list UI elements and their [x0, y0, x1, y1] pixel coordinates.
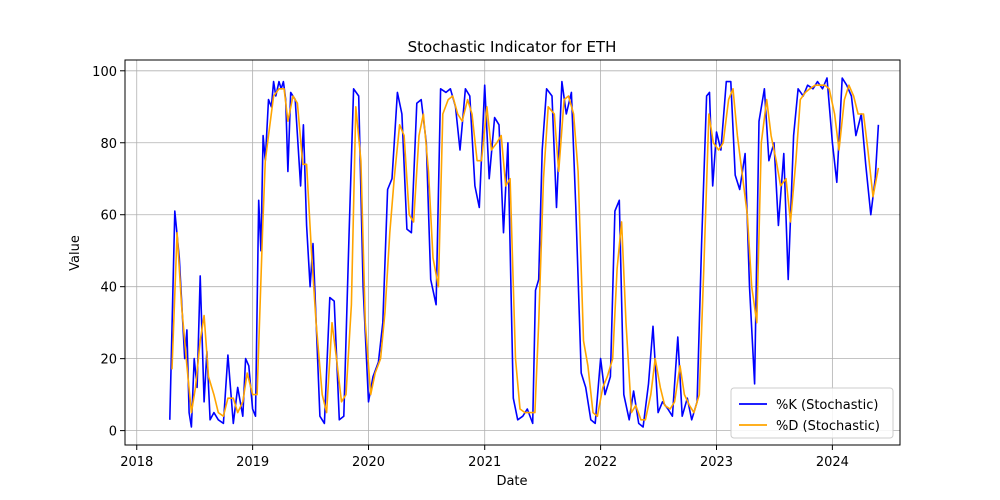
y-axis-ticks: 0 20 40 60 80 100 [92, 65, 125, 440]
x-tick-label: 2020 [352, 455, 385, 470]
y-tick-label: 20 [100, 353, 117, 368]
chart-title: Stochastic Indicator for ETH [408, 38, 617, 56]
y-tick-label: 100 [92, 65, 117, 80]
x-axis-ticks: 2018 2019 2020 2021 2022 2023 2024 [120, 445, 849, 470]
y-tick-label: 0 [109, 425, 117, 440]
y-axis-label: Value [68, 235, 83, 271]
x-tick-label: 2019 [236, 455, 269, 470]
legend-label-d: %D (Stochastic) [776, 419, 880, 434]
plot-frame [124, 59, 901, 446]
x-tick-label: 2021 [468, 455, 501, 470]
legend-label-k: %K (Stochastic) [776, 398, 878, 413]
grid-lines [125, 60, 900, 445]
x-axis-label: Date [496, 474, 527, 489]
series-line-d [171, 84, 880, 421]
y-tick-label: 80 [100, 137, 117, 152]
y-tick-label: 40 [100, 281, 117, 296]
legend: %K (Stochastic) %D (Stochastic) [730, 387, 894, 439]
legend-box [730, 387, 894, 439]
x-tick-label: 2023 [700, 455, 733, 470]
y-tick-label: 60 [100, 209, 117, 224]
x-tick-label: 2018 [120, 455, 153, 470]
x-tick-label: 2022 [584, 455, 617, 470]
series-lines [169, 77, 880, 428]
x-tick-label: 2024 [816, 455, 849, 470]
